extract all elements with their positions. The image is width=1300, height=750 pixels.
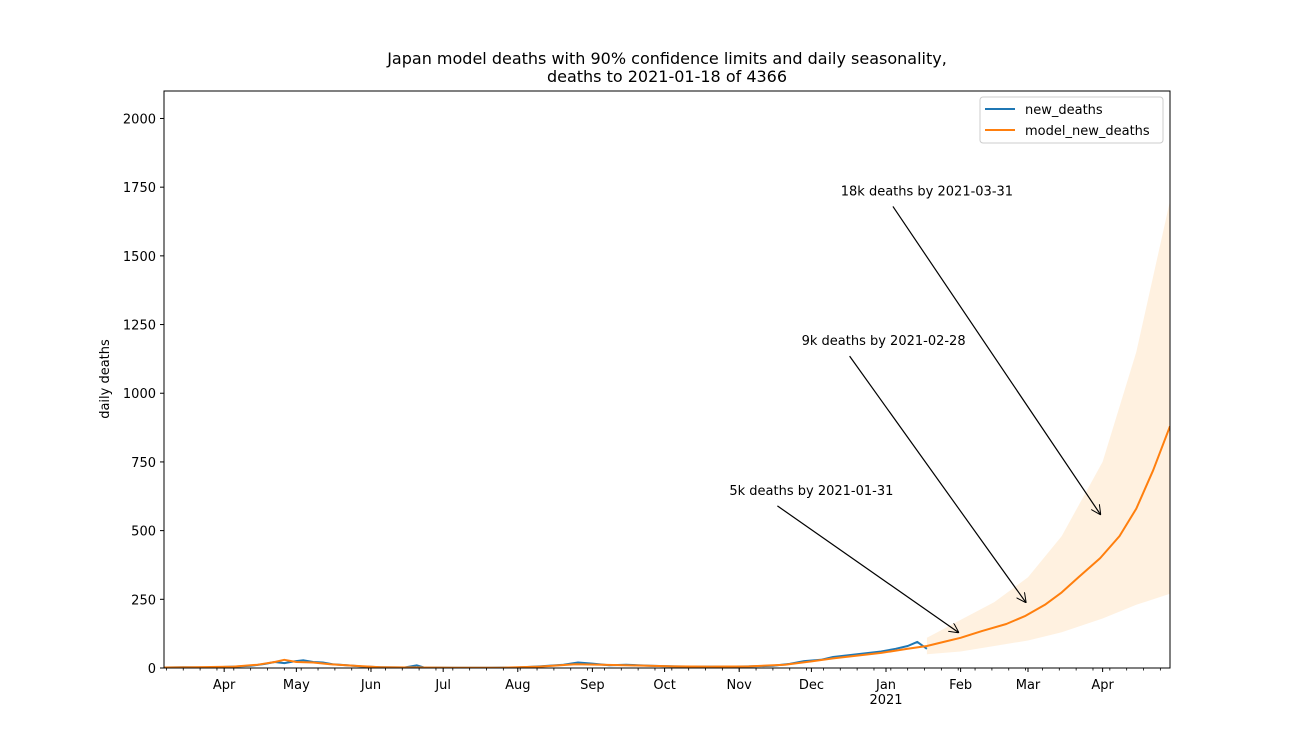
y-tick-label: 0 — [148, 662, 156, 677]
x-tick-sublabel: 2021 — [869, 693, 902, 708]
x-tick-label: Aug — [505, 678, 530, 693]
series-line-new-deaths — [164, 640, 928, 668]
annotation-arrow — [892, 206, 1100, 514]
legend-box — [979, 96, 1164, 144]
x-tick-label: Feb — [949, 678, 972, 693]
y-tick-label: 250 — [131, 593, 156, 608]
x-tick-label: Jun — [360, 678, 381, 693]
chart-title-line2: deaths to 2021-01-18 of 4366 — [547, 67, 787, 86]
annotation-text: 9k deaths by 2021-02-28 — [802, 334, 966, 349]
annotations: 5k deaths by 2021-01-31 9k deaths by 2021… — [729, 184, 1100, 632]
y-tick-label: 1500 — [123, 250, 156, 265]
y-ticks: 0 250 500 750 1000 1250 1500 1750 2000 — [123, 112, 164, 677]
legend: new_deaths model_new_deaths — [979, 96, 1164, 144]
chart-title-line1: Japan model deaths with 90% confidence l… — [386, 49, 947, 68]
y-axis-label: daily deaths — [98, 339, 113, 419]
y-tick-label: 1750 — [123, 181, 156, 196]
x-tick-label: Jul — [434, 678, 451, 693]
annotation-text: 5k deaths by 2021-01-31 — [729, 484, 893, 499]
x-tick-label: Apr — [1091, 678, 1114, 693]
x-tick-label: Nov — [727, 678, 753, 693]
x-tick-label: Dec — [799, 678, 824, 693]
x-tick-label: Apr — [213, 678, 236, 693]
x-tick-label: Oct — [653, 678, 675, 693]
annotation-text: 18k deaths by 2021-03-31 — [841, 184, 1013, 199]
y-tick-label: 500 — [131, 525, 156, 540]
x-tick-label: May — [283, 678, 310, 693]
series-layer — [164, 425, 1170, 668]
y-tick-label: 2000 — [123, 112, 156, 127]
confidence-band-layer — [926, 200, 1170, 655]
x-tick-label: Sep — [580, 678, 605, 693]
x-tick-label: Jan — [875, 678, 896, 693]
confidence-band — [926, 200, 1170, 655]
legend-label-model-new-deaths: model_new_deaths — [1025, 124, 1150, 139]
plot-frame — [163, 90, 1171, 669]
y-tick-label: 1000 — [123, 387, 156, 402]
x-tick-label: Mar — [1016, 678, 1041, 693]
legend-label-new-deaths: new_deaths — [1025, 103, 1103, 118]
annotation-arrow — [849, 355, 1026, 602]
y-tick-label: 750 — [131, 456, 156, 471]
y-tick-label: 1250 — [123, 319, 156, 334]
series-line-model-new-deaths — [164, 425, 1170, 668]
annotation-arrow — [777, 505, 958, 632]
